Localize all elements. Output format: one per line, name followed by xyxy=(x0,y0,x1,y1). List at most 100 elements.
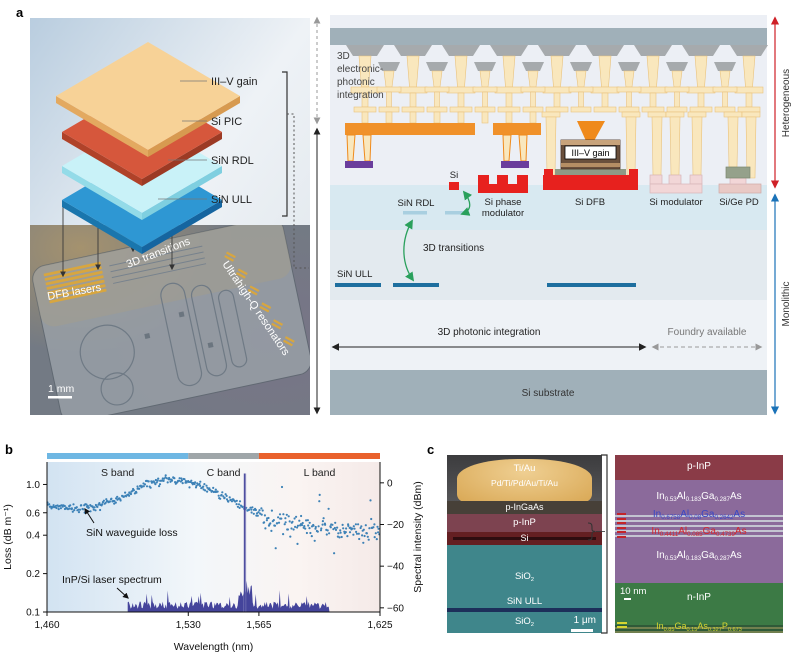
tem-layer3-formula: In0.4411Al0.085Ga0.4739As xyxy=(651,526,747,539)
panel-c: Ti/Au Pd/Ti/Pd/Au/Ti/Au p-InGaAs p-InP S… xyxy=(430,440,800,662)
annotation-sin-loss: SiN waveguide loss xyxy=(86,527,178,539)
sem-scale-bar-label: 1 μm xyxy=(573,615,596,626)
tem-layer5-formula: In0.85Ga0.15As0.327P0.673 xyxy=(656,621,742,633)
annotation-laser-spectrum: InP/Si laser spectrum xyxy=(62,574,162,586)
sem-label-sio2: SiO2 xyxy=(514,571,535,584)
qw-stripe xyxy=(615,535,783,537)
axes-frame xyxy=(46,462,381,613)
si-substrate-layer xyxy=(330,370,767,415)
chip-scale-bar xyxy=(48,396,72,399)
stack-label-sin-rdl: SiN RDL xyxy=(211,155,254,167)
qw-stripe xyxy=(615,515,783,517)
tem-p-inp-layer xyxy=(615,455,783,480)
tem-layer4-formula: In0.53Al0.183Ga0.287As xyxy=(656,550,742,563)
sem-label-ti-au: Ti/Au xyxy=(513,463,536,474)
y-axis-title-left: Loss (dB m⁻¹) xyxy=(2,504,14,570)
sin-rdl-label: SiN RDL xyxy=(398,198,435,209)
si-phase-modulator xyxy=(478,175,528,193)
y-tick-left: 1.0 xyxy=(26,480,40,491)
y-tick-right: −60 xyxy=(387,603,404,614)
orange-interconnect xyxy=(345,121,605,168)
high-q-couplers xyxy=(224,251,295,347)
layer-iii-v-gain xyxy=(56,42,240,157)
sin-rdl-bar-1 xyxy=(403,211,427,215)
panel-a-cross-section: Si Si phase modulator III–V gain Si DFB … xyxy=(313,15,792,415)
layer-stack xyxy=(56,42,240,254)
dfb-laser-array xyxy=(43,261,107,304)
photonic-integration-label: 3D photonic integration xyxy=(438,327,541,338)
band-bar-2 xyxy=(258,453,380,459)
band-bar-1 xyxy=(188,453,259,459)
panel-c-label: c xyxy=(427,442,435,457)
resonator-outlines xyxy=(79,282,248,406)
qw-stripe xyxy=(615,520,783,522)
superlattice-dash-marks xyxy=(617,622,627,630)
x-tick: 1,530 xyxy=(176,620,201,631)
panel-a-left: DFB lasers 3D transitions Ultrahigh-Q re… xyxy=(30,18,310,415)
sin-rdl-bar-2 xyxy=(445,211,467,215)
si-dfb-laser: III–V gain xyxy=(543,139,638,190)
stack-label-iii-v: III–V gain xyxy=(211,76,257,88)
y-tick-left: 0.1 xyxy=(26,608,40,619)
si-ge-pd-label: Si/Ge PD xyxy=(719,197,759,208)
cross-section-background xyxy=(330,15,767,415)
y-tick-left: 0.4 xyxy=(26,531,40,542)
sin-ull-bars xyxy=(335,283,636,287)
si-substrate-label: Si substrate xyxy=(522,388,575,399)
si-phase-modulator-label-2: modulator xyxy=(482,208,524,219)
mqw-curly-bracket xyxy=(587,522,596,541)
tem-extent-bracket xyxy=(601,454,608,634)
si-ge-photodetector xyxy=(718,166,762,194)
probe-mid xyxy=(501,134,529,168)
y-axis-title-right: Spectral intensity (dBm) xyxy=(412,481,424,592)
si-phase-modulator-label-1: Si phase xyxy=(485,197,522,208)
epi-label-line-2: electronic- xyxy=(337,64,383,75)
sem-label-pd-stack: Pd/Ti/Pd/Au/Ti/Au xyxy=(491,478,558,488)
foundry-available-label: Foundry available xyxy=(668,327,747,338)
probe-left xyxy=(345,134,373,168)
panel-a-label: a xyxy=(16,5,24,20)
tem-cross-section-image: p-InP In0.53Al0.183Ga0.287As In0.6758Al0… xyxy=(615,455,783,633)
loss-spectrum-chart: S band C band L band 1.0 0.6 0.4 0.2 0.1 0 −20 −40… xyxy=(2,453,424,653)
si-modulator-device xyxy=(649,174,703,194)
tem-scale-bar-label: 10 nm xyxy=(620,586,647,597)
sem-label-p-ingaas: p-InGaAs xyxy=(505,502,544,512)
tem-scale-bar xyxy=(624,598,631,600)
sem-label-sio2-bottom: SiO2 xyxy=(514,616,535,629)
heterogeneous-label: Heterogeneous xyxy=(781,69,792,137)
layer-leader-lines xyxy=(158,80,207,200)
tem-layer2-formula: In0.6758Al0.08Ga0.2642As xyxy=(652,509,746,522)
sem-p-ingaas-layer xyxy=(447,501,602,514)
tem-bottom-superlattice xyxy=(615,625,783,633)
sin-ull-label: SiN ULL xyxy=(337,269,372,280)
si-modulator-label: Si modulator xyxy=(649,197,702,208)
annotation-arrow-laser-spectrum xyxy=(116,587,129,599)
si-dfb-label: Si DFB xyxy=(575,197,605,208)
transition-waveguides xyxy=(109,245,207,284)
sem-label-sin-ull: SiN ULL xyxy=(506,596,543,607)
tem-n-inp-layer xyxy=(615,583,783,625)
monolithic-label: Monolithic xyxy=(781,281,792,326)
stack-bracket xyxy=(282,71,288,217)
panel-b-label: b xyxy=(5,442,13,457)
y-tick-right: −20 xyxy=(387,520,404,531)
si-to-rdl-transition-arrow xyxy=(460,190,473,216)
epi-label-line-4: integration xyxy=(337,90,384,101)
y-tick-right: 0 xyxy=(387,478,393,489)
si-label: Si xyxy=(450,170,458,181)
x-axis-title: Wavelength (nm) xyxy=(174,641,254,653)
qw-stripe xyxy=(615,525,783,527)
laser-spectrum-floor xyxy=(127,580,330,612)
epi-label-line-1: 3D xyxy=(337,51,350,62)
sem-scale-bar xyxy=(571,629,593,632)
sem-p-inp-layer xyxy=(447,514,602,532)
annotation-arrow-sin-loss xyxy=(84,507,95,524)
epi-label-line-3: photonic xyxy=(337,77,375,88)
sem-label-si: Si xyxy=(520,533,529,543)
chip-photo: DFB lasers 3D transitions Ultrahigh-Q re… xyxy=(30,225,310,415)
y-tick-right: −40 xyxy=(387,562,404,573)
rdl-to-ull-transition-arrow xyxy=(403,219,415,282)
sem-label-p-inp: p-InP xyxy=(513,517,536,528)
tem-label-n-inp: n-InP xyxy=(687,592,711,603)
